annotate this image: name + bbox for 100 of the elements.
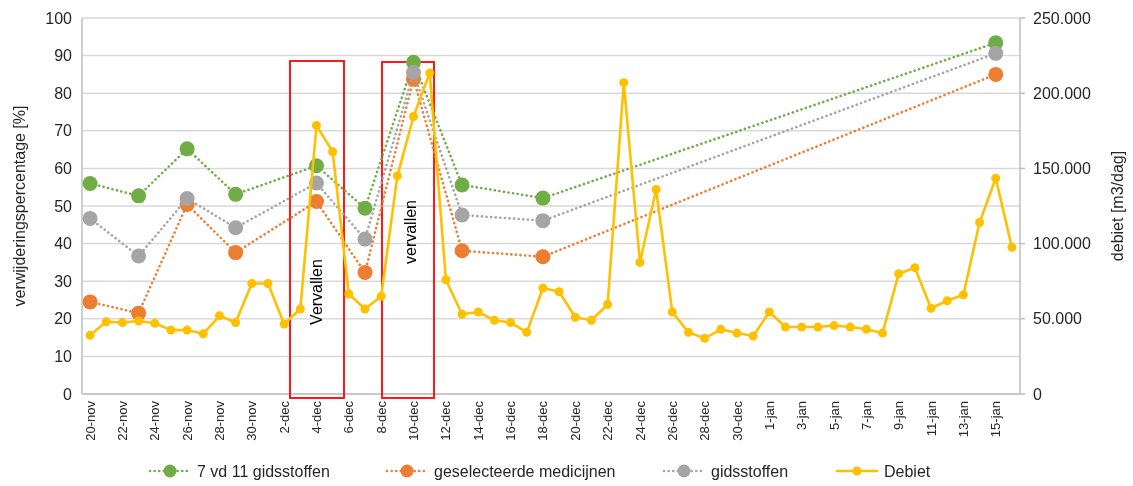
point bbox=[295, 304, 305, 314]
point bbox=[279, 319, 289, 329]
point bbox=[247, 278, 257, 288]
x-tick-label: 22-dec bbox=[600, 400, 616, 441]
point bbox=[506, 318, 516, 328]
x-tick-label: 7-jan bbox=[858, 401, 874, 430]
y-tick-label: 60 bbox=[54, 160, 73, 177]
point bbox=[82, 294, 98, 310]
point bbox=[535, 249, 551, 265]
legend-label: Debiet bbox=[884, 462, 931, 480]
y2-tick-label: 50.000 bbox=[1033, 310, 1083, 328]
point bbox=[263, 278, 273, 288]
point bbox=[406, 65, 422, 81]
y-tick-label: 10 bbox=[54, 348, 73, 365]
x-tick-label: 15-jan bbox=[988, 401, 1004, 438]
point bbox=[473, 307, 483, 317]
legend-label: 7 vd 11 gidsstoffen bbox=[197, 462, 330, 480]
y2-tick-label: 150.000 bbox=[1033, 160, 1091, 177]
point bbox=[535, 213, 551, 229]
point bbox=[454, 243, 470, 259]
point bbox=[360, 304, 370, 314]
x-tick-label: 9-jan bbox=[891, 401, 907, 430]
point bbox=[376, 291, 386, 301]
point bbox=[166, 325, 176, 335]
point bbox=[683, 327, 693, 337]
point bbox=[781, 322, 790, 332]
point bbox=[357, 231, 373, 247]
point bbox=[554, 287, 564, 297]
point bbox=[861, 324, 871, 334]
x-tick-label: 14-dec bbox=[470, 400, 486, 441]
point bbox=[845, 322, 855, 332]
y-tick-label: 30 bbox=[54, 272, 73, 290]
y-tick-label: 90 bbox=[54, 47, 73, 65]
point bbox=[489, 315, 499, 325]
point bbox=[392, 171, 402, 181]
x-tick-label: 6-dec bbox=[341, 400, 357, 434]
point bbox=[988, 66, 1004, 82]
y-tick-label: 20 bbox=[54, 310, 73, 328]
point bbox=[635, 257, 645, 267]
point bbox=[82, 175, 98, 191]
point bbox=[228, 245, 244, 261]
point bbox=[700, 333, 710, 343]
point bbox=[357, 265, 373, 281]
point bbox=[228, 186, 244, 202]
point bbox=[829, 321, 839, 331]
x-tick-label: 28-dec bbox=[697, 400, 713, 441]
x-tick-label: 12-dec bbox=[438, 400, 454, 441]
point bbox=[522, 327, 532, 337]
point bbox=[942, 296, 952, 306]
point bbox=[732, 328, 742, 338]
point bbox=[619, 78, 629, 88]
x-tick-label: 24-nov bbox=[147, 400, 163, 441]
x-tick-label: 30-nov bbox=[244, 400, 260, 441]
point bbox=[82, 210, 98, 226]
point bbox=[667, 307, 677, 317]
x-tick-label: 1-jan bbox=[761, 401, 777, 430]
point bbox=[586, 315, 596, 325]
annotation: Vervallen bbox=[307, 259, 325, 325]
x-tick-label: 8-dec bbox=[373, 400, 389, 434]
point bbox=[344, 289, 354, 299]
y-tick-label: 100 bbox=[45, 9, 73, 27]
x-tick-label: 30-dec bbox=[729, 400, 745, 441]
legend-label: geselecteerde medicijnen bbox=[434, 462, 616, 480]
y2-tick-label: 250.000 bbox=[1033, 9, 1091, 27]
x-tick-label: 4-dec bbox=[309, 400, 325, 434]
point bbox=[988, 45, 1004, 61]
x-tick-label: 24-dec bbox=[632, 400, 648, 441]
point bbox=[813, 322, 823, 332]
point bbox=[179, 190, 195, 206]
y-tick-label: 50 bbox=[54, 197, 73, 215]
point bbox=[570, 312, 580, 322]
point bbox=[328, 147, 338, 157]
point bbox=[926, 303, 936, 313]
x-tick-label: 3-jan bbox=[794, 401, 810, 430]
x-tick-label: 11-jan bbox=[923, 401, 939, 437]
point bbox=[101, 317, 111, 327]
point bbox=[231, 318, 241, 328]
point bbox=[85, 330, 95, 340]
point bbox=[748, 331, 758, 341]
x-tick-label: 2-dec bbox=[276, 400, 292, 434]
x-tick-label: 5-jan bbox=[826, 401, 842, 430]
point bbox=[134, 316, 144, 326]
x-tick-label: 18-dec bbox=[535, 400, 551, 441]
point bbox=[425, 68, 435, 78]
point bbox=[878, 328, 888, 338]
point bbox=[198, 329, 208, 339]
point bbox=[409, 112, 419, 122]
y-tick-label: 0 bbox=[63, 385, 73, 403]
y2-tick-label: 200.000 bbox=[1033, 84, 1091, 102]
point bbox=[182, 325, 192, 335]
point bbox=[603, 300, 613, 310]
point bbox=[716, 324, 726, 334]
point bbox=[1007, 242, 1017, 252]
x-tick-label: 22-nov bbox=[114, 400, 130, 441]
x-tick-label: 20-dec bbox=[567, 400, 583, 441]
point bbox=[131, 248, 147, 264]
x-tick-label: 10-dec bbox=[406, 400, 422, 441]
x-tick-label: 16-dec bbox=[503, 400, 519, 441]
point bbox=[357, 200, 373, 216]
point bbox=[958, 290, 968, 300]
